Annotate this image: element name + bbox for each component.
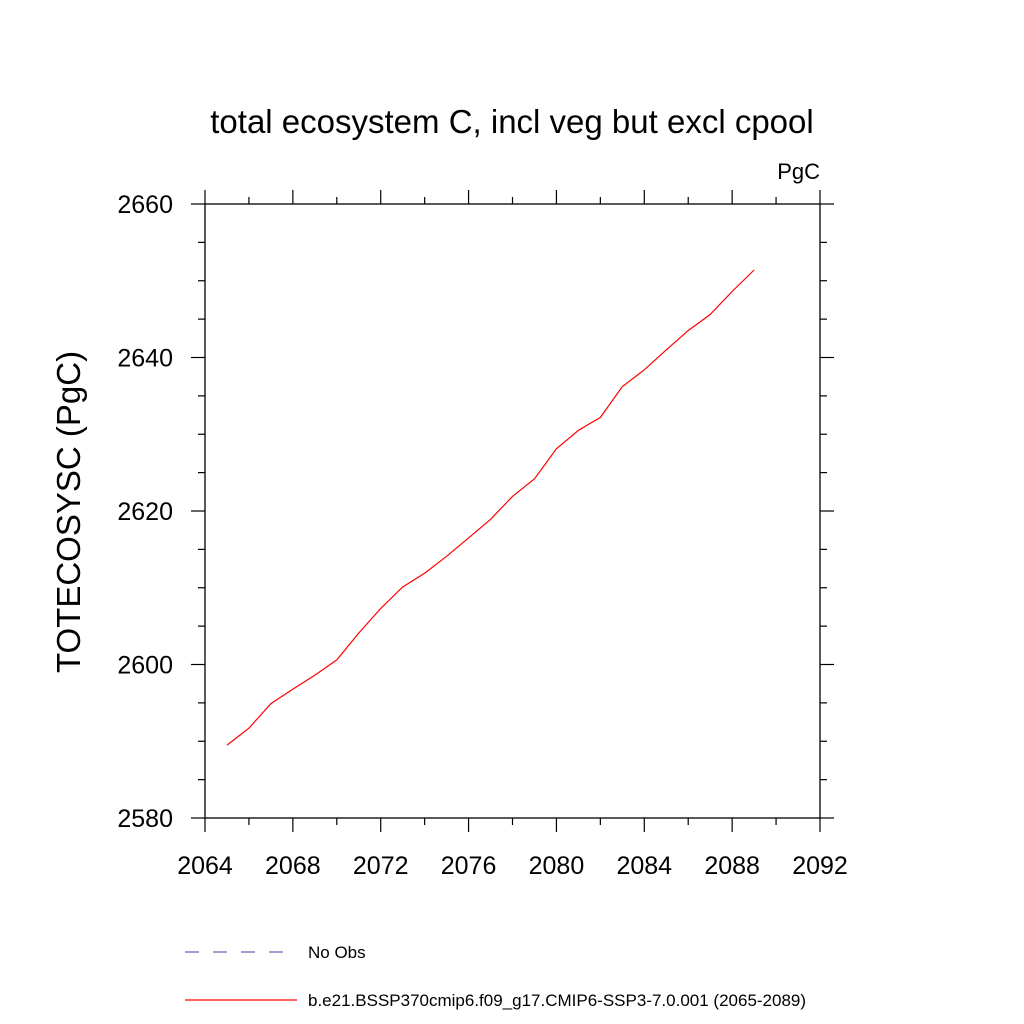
x-tick-label: 2076 bbox=[441, 852, 497, 880]
x-tick-label: 2088 bbox=[704, 852, 760, 880]
y-tick-label: 2640 bbox=[117, 345, 173, 373]
units-label: PgC bbox=[777, 159, 820, 184]
x-tick-label: 2064 bbox=[177, 852, 233, 880]
x-tick-label: 2068 bbox=[265, 852, 321, 880]
y-tick-label: 2580 bbox=[117, 805, 173, 833]
x-tick-label: 2072 bbox=[353, 852, 409, 880]
legend-label: No Obs bbox=[308, 943, 366, 962]
legend-label: b.e21.BSSP370cmip6.f09_g17.CMIP6-SSP3-7.… bbox=[308, 991, 806, 1010]
chart-title: total ecosystem C, incl veg but excl cpo… bbox=[210, 103, 813, 140]
axis-ticks: 2064 2068 2072 2076 2080 2084 2088 2092 2580 2600… bbox=[117, 190, 848, 880]
y-tick-label: 2660 bbox=[117, 191, 173, 219]
y-axis-label: TOTECOSYSC (PgC) bbox=[50, 351, 87, 673]
x-tick-label: 2084 bbox=[616, 852, 672, 880]
plot-frame bbox=[204, 203, 821, 819]
y-tick-label: 2620 bbox=[117, 498, 173, 526]
legend: No Obs b.e21.BSSP370cmip6.f09_g17.CMIP6-S… bbox=[185, 943, 806, 1010]
y-tick-label: 2600 bbox=[117, 652, 173, 680]
plot-lines bbox=[226, 269, 755, 746]
x-tick-label: 2092 bbox=[792, 852, 848, 880]
x-tick-label: 2080 bbox=[529, 852, 585, 880]
series-line bbox=[226, 269, 755, 746]
